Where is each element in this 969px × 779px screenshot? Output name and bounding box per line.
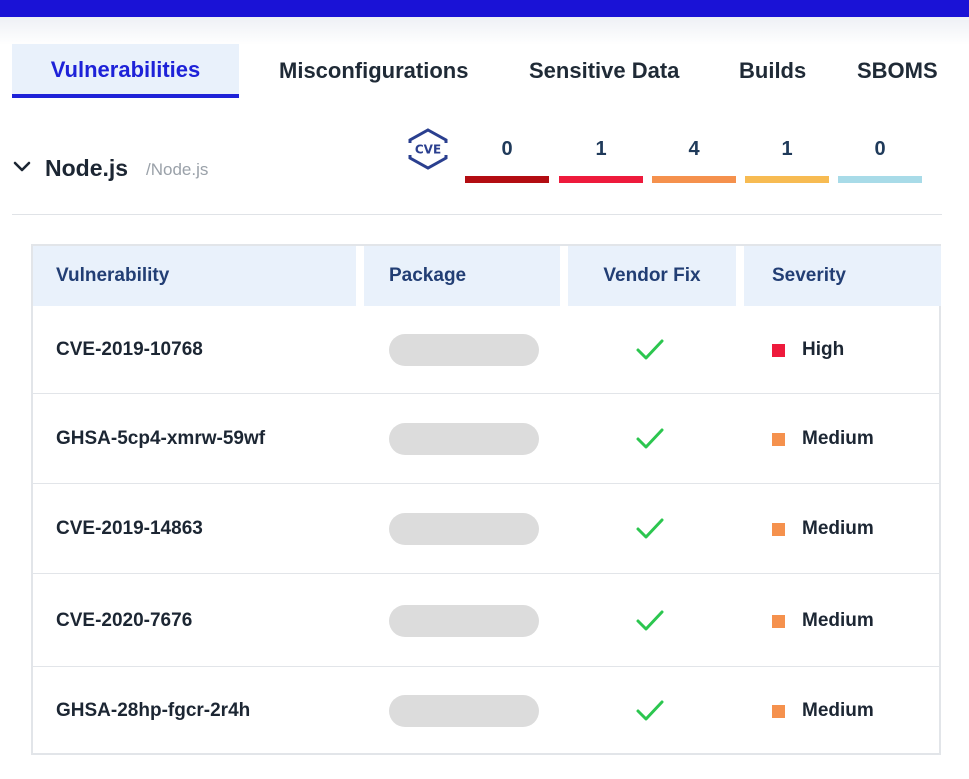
severity-count[interactable]: 1 (781, 138, 793, 160)
severity-bar (838, 176, 922, 183)
severity-indicator (772, 433, 785, 446)
package-group-header[interactable]: Node.js /Node.js (12, 140, 942, 198)
top-shadow (0, 17, 969, 45)
vulnerability-id[interactable]: CVE-2019-10768 (56, 339, 203, 360)
severity-count[interactable]: 1 (595, 138, 607, 160)
cve-logo-icon: CVE (406, 128, 450, 170)
tab-bar: Vulnerabilities Misconfigurations Sensit… (0, 44, 969, 98)
tab-vulnerabilities[interactable]: Vulnerabilities (12, 44, 239, 98)
check-icon (636, 700, 664, 721)
group-name: Node.js (45, 155, 129, 181)
severity-bar (652, 176, 736, 183)
table-row[interactable]: GHSA-5cp4-xmrw-59wf Medium (33, 394, 939, 484)
table-row[interactable]: CVE-2019-10768 High (33, 306, 939, 394)
header-vendor-fix[interactable]: Vendor Fix (568, 246, 736, 306)
group-path: /Node.js (146, 160, 209, 179)
check-icon (636, 339, 664, 360)
severity-count[interactable]: 0 (501, 138, 513, 160)
top-accent-bar (0, 0, 969, 17)
package-placeholder (389, 513, 539, 545)
vulnerability-table: Vulnerability Package Vendor Fix Severit… (31, 244, 941, 755)
check-icon (636, 518, 664, 539)
svg-text:CVE: CVE (415, 143, 441, 157)
package-placeholder (389, 695, 539, 727)
severity-indicator (772, 614, 785, 628)
table-row[interactable]: CVE-2019-14863 Medium (33, 484, 939, 574)
package-placeholder (389, 604, 539, 637)
chevron-down-icon[interactable] (12, 157, 32, 177)
check-icon (636, 428, 664, 449)
severity-bar (559, 176, 643, 183)
severity-label: Medium (802, 518, 874, 539)
header-package[interactable]: Package (364, 246, 560, 306)
severity-label: Medium (802, 700, 874, 721)
check-icon (636, 610, 664, 630)
vulnerability-id[interactable]: GHSA-5cp4-xmrw-59wf (56, 428, 266, 449)
tab-sensitive-data[interactable]: Sensitive Data (529, 58, 680, 83)
table-row[interactable]: CVE-2020-7676 Medium (33, 574, 939, 667)
package-placeholder (389, 423, 539, 455)
severity-label: Medium (802, 609, 874, 631)
vulnerability-id[interactable]: GHSA-28hp-fgcr-2r4h (56, 700, 251, 721)
severity-indicator (772, 344, 785, 357)
severity-count[interactable]: 4 (688, 138, 700, 160)
vulnerability-id[interactable]: CVE-2019-14863 (56, 518, 203, 539)
severity-indicator (772, 705, 785, 718)
severity-bar (745, 176, 829, 183)
table-row[interactable]: GHSA-28hp-fgcr-2r4h Medium (33, 667, 939, 755)
tab-builds[interactable]: Builds (739, 58, 807, 83)
tab-sboms[interactable]: SBOMS (857, 58, 938, 83)
header-vulnerability[interactable]: Vulnerability (33, 246, 356, 306)
severity-indicator (772, 523, 785, 536)
severity-label: Medium (802, 428, 874, 449)
vulnerability-id[interactable]: CVE-2020-7676 (56, 609, 193, 631)
header-severity[interactable]: Severity (744, 246, 941, 306)
divider (12, 214, 942, 215)
severity-count[interactable]: 0 (874, 138, 886, 160)
severity-label: High (802, 339, 845, 360)
package-placeholder (389, 334, 539, 366)
severity-bar (465, 176, 549, 183)
tab-misconfigurations[interactable]: Misconfigurations (279, 58, 469, 83)
